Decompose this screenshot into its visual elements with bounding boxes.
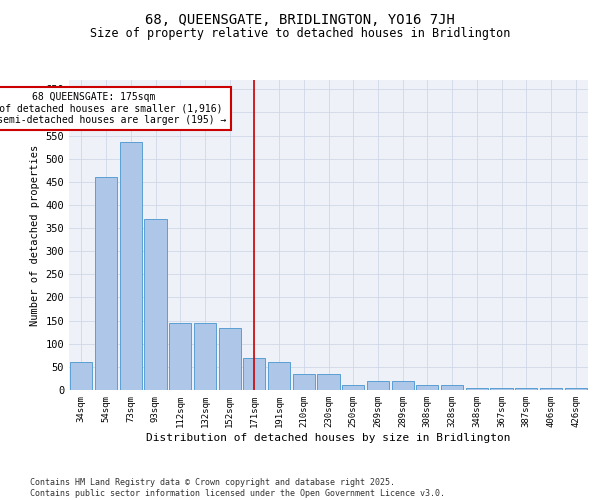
Y-axis label: Number of detached properties: Number of detached properties	[30, 144, 40, 326]
Bar	[392, 380, 414, 390]
Bar	[515, 388, 538, 390]
X-axis label: Distribution of detached houses by size in Bridlington: Distribution of detached houses by size …	[146, 432, 511, 442]
Bar	[293, 374, 315, 390]
Bar	[268, 362, 290, 390]
Bar	[194, 323, 216, 390]
Bar	[490, 388, 512, 390]
Bar	[466, 388, 488, 390]
Bar	[540, 388, 562, 390]
Bar	[317, 374, 340, 390]
Bar	[95, 177, 117, 390]
Text: Contains HM Land Registry data © Crown copyright and database right 2025.
Contai: Contains HM Land Registry data © Crown c…	[30, 478, 445, 498]
Bar	[145, 219, 167, 390]
Text: 68, QUEENSGATE, BRIDLINGTON, YO16 7JH: 68, QUEENSGATE, BRIDLINGTON, YO16 7JH	[145, 12, 455, 26]
Bar	[70, 362, 92, 390]
Bar	[119, 142, 142, 390]
Bar	[565, 388, 587, 390]
Bar	[367, 380, 389, 390]
Bar	[243, 358, 265, 390]
Bar	[342, 386, 364, 390]
Text: Size of property relative to detached houses in Bridlington: Size of property relative to detached ho…	[90, 28, 510, 40]
Text: 68 QUEENSGATE: 175sqm
← 91% of detached houses are smaller (1,916)
9% of semi-de: 68 QUEENSGATE: 175sqm ← 91% of detached …	[0, 92, 226, 125]
Bar	[441, 386, 463, 390]
Bar	[169, 323, 191, 390]
Bar	[218, 328, 241, 390]
Bar	[416, 386, 439, 390]
